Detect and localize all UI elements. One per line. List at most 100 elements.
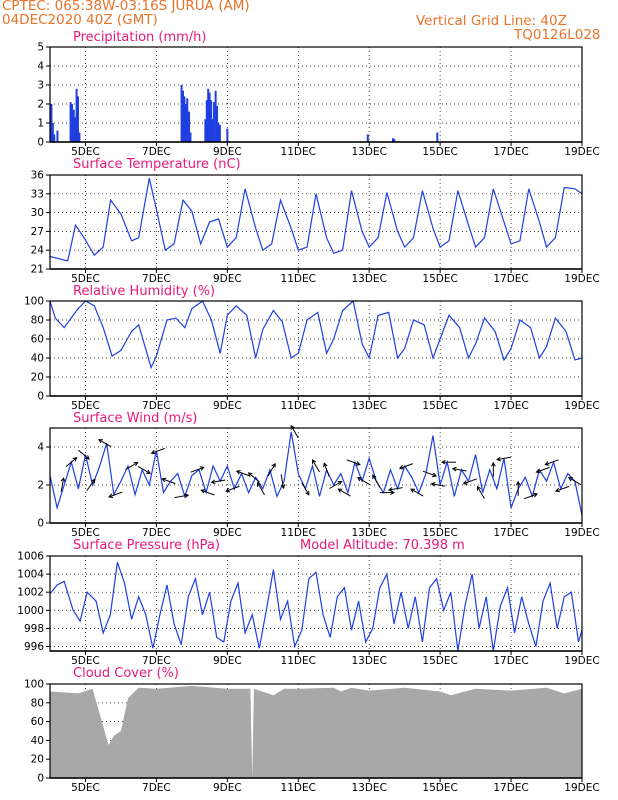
cloud-xtick-label: 15DEC bbox=[422, 782, 457, 794]
wind-arrow bbox=[65, 457, 78, 468]
wind-arrow bbox=[78, 449, 90, 460]
precip-xtick-label: 13DEC bbox=[351, 146, 386, 158]
pressure-line bbox=[49, 562, 583, 652]
panel-pressure: 996 998 1000 1002 1004 1006 5DEC 7DEC 9DEC 11DEC 1… bbox=[17, 538, 599, 667]
temp-ytick-label: 21 bbox=[31, 264, 44, 276]
wind-arrow bbox=[535, 466, 550, 474]
temp-ytick-label: 24 bbox=[31, 245, 45, 257]
panel-precip: 0 1 2 3 4 5 5DEC 7DEC 9DEC 11DEC 13DEC 15DEC 17DEC 19… bbox=[37, 30, 599, 158]
wind-ytick-label: 2 bbox=[37, 480, 44, 492]
temp-xtick-label: 11DEC bbox=[281, 273, 316, 285]
pressure-xtick-label: 5DEC bbox=[71, 655, 100, 667]
cloud-ytick-label: 20 bbox=[31, 754, 44, 766]
precip-bar bbox=[391, 138, 394, 142]
wind-title: Surface Wind (m/s) bbox=[73, 411, 197, 426]
temp-ytick-label: 30 bbox=[31, 207, 44, 219]
precip-ytick-label: 3 bbox=[37, 80, 44, 92]
rh-xtick-label: 13DEC bbox=[351, 400, 386, 412]
wind-arrow bbox=[451, 466, 467, 472]
cloud-xtick-label: 19DEC bbox=[564, 782, 599, 794]
precip-bar bbox=[393, 139, 396, 142]
precip-ytick-label: 0 bbox=[37, 137, 44, 149]
header-line2-right: TQ0126L028 bbox=[514, 27, 601, 43]
wind-arrow bbox=[372, 474, 381, 488]
wind-arrow bbox=[554, 485, 570, 493]
wind-arrow bbox=[210, 479, 226, 485]
wind-arrow bbox=[462, 478, 478, 485]
pressure-ytick-label: 1000 bbox=[17, 605, 44, 617]
wind-arrow bbox=[387, 487, 403, 492]
temp-xtick-label: 5DEC bbox=[71, 273, 100, 285]
rh-xtick-label: 9DEC bbox=[213, 400, 242, 412]
precip-bar bbox=[214, 90, 217, 142]
pressure-frame bbox=[49, 555, 583, 652]
precip-ytick-label: 1 bbox=[37, 118, 44, 130]
cloud-ytick-label: 40 bbox=[31, 735, 44, 747]
pressure-xtick-label: 17DEC bbox=[493, 655, 528, 667]
precip-bar bbox=[74, 117, 77, 142]
precip-bar bbox=[436, 132, 439, 142]
precip-ytick-label: 4 bbox=[37, 61, 44, 73]
wind-arrow bbox=[496, 456, 511, 462]
pressure-ytick-label: 1006 bbox=[17, 551, 44, 563]
rh-xtick-label: 7DEC bbox=[142, 400, 171, 412]
cloud-ytick-label: 80 bbox=[31, 697, 44, 709]
header-line1-left: CPTEC: 065:38W-03:16S JURUA (AM) bbox=[2, 0, 250, 14]
wind-arrow bbox=[490, 461, 496, 477]
wind-xtick-label: 13DEC bbox=[351, 527, 386, 539]
precip-bar bbox=[51, 123, 54, 142]
wind-arrow bbox=[337, 488, 351, 497]
precip-bar bbox=[207, 88, 210, 142]
wind-ytick-label: 4 bbox=[37, 442, 44, 454]
pressure-xtick-label: 15DEC bbox=[422, 655, 457, 667]
pressure-xtick-label: 19DEC bbox=[564, 655, 599, 667]
temp-xtick-label: 7DEC bbox=[142, 273, 171, 285]
wind-arrow bbox=[247, 472, 260, 483]
precip-bar bbox=[56, 130, 59, 142]
pressure-xtick-label: 9DEC bbox=[213, 655, 242, 667]
precip-bar bbox=[210, 100, 213, 142]
temp-xtick-label: 9DEC bbox=[213, 273, 242, 285]
rh-xtick-label: 11DEC bbox=[281, 400, 316, 412]
wind-arrow bbox=[235, 470, 251, 477]
temp-ytick-label: 27 bbox=[31, 226, 44, 238]
pressure-ytick-label: 996 bbox=[24, 641, 44, 653]
precip-xtick-label: 9DEC bbox=[213, 146, 242, 158]
cloud-title: Cloud Cover (%) bbox=[73, 666, 179, 681]
temp-ytick-label: 36 bbox=[31, 170, 45, 182]
rh-ytick-label: 60 bbox=[31, 334, 44, 346]
precip-xtick-label: 17DEC bbox=[493, 146, 528, 158]
precip-xtick-label: 5DEC bbox=[71, 146, 100, 158]
wind-xtick-label: 11DEC bbox=[281, 527, 316, 539]
precip-bar bbox=[216, 105, 219, 142]
precip-bar bbox=[217, 123, 220, 142]
wind-ytick-label: 0 bbox=[37, 518, 44, 530]
precip-bar bbox=[180, 85, 183, 142]
wind-line bbox=[49, 431, 583, 516]
wind-xtick-label: 17DEC bbox=[493, 527, 528, 539]
cloud-xtick-label: 9DEC bbox=[213, 782, 242, 794]
temp-xtick-label: 19DEC bbox=[564, 273, 599, 285]
pressure-title: Surface Pressure (hPa) bbox=[73, 538, 220, 553]
rh-title: Relative Humidity (%) bbox=[73, 284, 215, 299]
cloud-xtick-label: 11DEC bbox=[281, 782, 316, 794]
precip-ytick-label: 2 bbox=[37, 99, 44, 111]
temp-xtick-label: 17DEC bbox=[493, 273, 528, 285]
precip-bar bbox=[183, 96, 186, 142]
wind-arrow bbox=[311, 459, 320, 473]
panel-temp: 21 24 27 30 33 36 5DEC 7DEC 9DEC 11DEC 13DEC 15DEC 1… bbox=[31, 157, 600, 285]
precip-bar bbox=[53, 134, 56, 142]
wind-arrow bbox=[257, 481, 265, 496]
wind-arrow bbox=[515, 480, 521, 496]
pressure-xtick-label: 7DEC bbox=[142, 655, 171, 667]
cloud-xtick-label: 7DEC bbox=[142, 782, 171, 794]
panel-wind: 0 2 4 5DEC 7DEC 9DEC 11DEC 13DEC 15DEC 17DEC 19DEC… bbox=[37, 411, 599, 539]
precip-title: Precipitation (mm/h) bbox=[73, 30, 206, 45]
wind-arrow bbox=[410, 488, 424, 497]
wind-arrow bbox=[60, 477, 66, 492]
wind-arrow bbox=[125, 461, 139, 470]
temp-line bbox=[49, 177, 583, 262]
precip-bar bbox=[72, 109, 75, 142]
precip-bar bbox=[184, 104, 187, 142]
wind-arrow bbox=[98, 439, 112, 448]
